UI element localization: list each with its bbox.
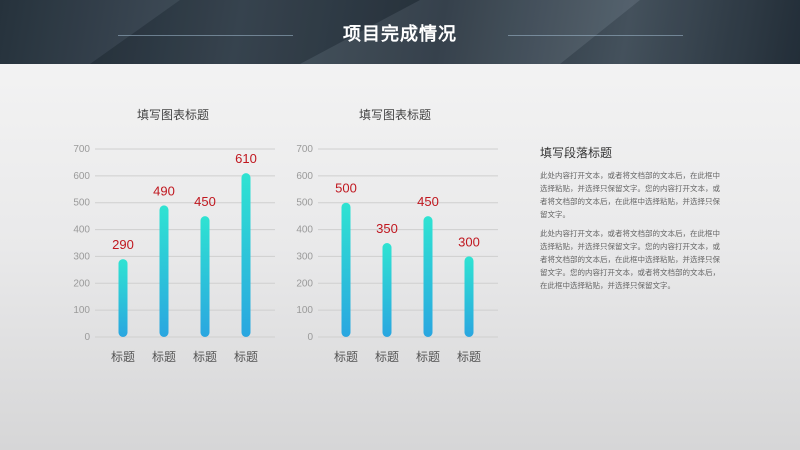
chart-2-bar: [382, 243, 392, 337]
header-banner: 项目完成情况: [0, 0, 800, 64]
chart-2-value-label: 500: [335, 181, 357, 196]
chart-2-y-tick-label: 0: [307, 332, 313, 343]
header-line-left: [118, 35, 293, 36]
chart-1-y-tick-label: 500: [73, 198, 90, 209]
chart-1-title: 填写图表标题: [136, 108, 209, 122]
chart-1-y-tick-label: 400: [73, 225, 90, 236]
chart-1-y-tick-label: 200: [73, 278, 90, 289]
chart-2-y-tick-label: 700: [296, 144, 313, 155]
chart-2-title: 填写图表标题: [358, 108, 431, 122]
chart-2-y-tick-label: 200: [296, 278, 313, 289]
chart-1-value-label: 610: [235, 151, 257, 166]
header-line-right: [508, 35, 683, 36]
bar-charts: 0 100 200 300 400 500 600 700 290 标题 490 标题 450 标题 610…: [73, 144, 498, 364]
chart-1-value-label: 290: [112, 237, 134, 252]
chart-2-y-tick-label: 100: [296, 305, 313, 316]
paragraph-block: 填写段落标题 此处内容打开文本，或者将文档部的文本后，在此框中选择粘贴，并选择只…: [540, 144, 720, 298]
chart-2-y-tick-label: 500: [296, 198, 313, 209]
chart-2-value-label: 350: [376, 221, 398, 236]
chart-2-y-tick-label: 400: [296, 225, 313, 236]
chart-1-bar: [159, 205, 169, 337]
chart-1-category-label: 标题: [193, 350, 217, 364]
chart-1-y-tick-label: 600: [73, 171, 90, 182]
chart-2-y-tick-label: 600: [296, 171, 313, 182]
chart-2-category-label: 标题: [334, 350, 358, 364]
header-background: [0, 0, 800, 64]
chart-2-bar: [341, 202, 351, 337]
chart-1-category-label: 标题: [234, 350, 258, 364]
chart-1-category-label: 标题: [111, 350, 135, 364]
paragraph-text-1: 此处内容打开文本，或者将文档部的文本后，在此框中选择粘贴，并选择只保留文字。您的…: [540, 171, 720, 219]
chart-2-value-label: 450: [417, 194, 439, 209]
chart-1-value-label: 490: [153, 183, 175, 198]
chart-2-bar: [423, 216, 433, 337]
chart-2-category-label: 标题: [416, 350, 440, 364]
chart-1-value-label: 450: [194, 194, 216, 209]
chart-1-y-tick-label: 0: [84, 332, 90, 343]
chart-2-y-tick-label: 300: [296, 251, 313, 262]
chart-2-category-label: 标题: [457, 350, 481, 364]
paragraph-title: 填写段落标题: [540, 146, 613, 160]
paragraph-text-2: 此处内容打开文本，或者将文档部的文本后，在此框中选择粘贴，并选择只保留文字。您的…: [540, 229, 720, 290]
chart-1-bar: [200, 216, 210, 337]
chart-1-y-tick-label: 300: [73, 251, 90, 262]
chart-2-category-label: 标题: [375, 350, 399, 364]
content-area: 填写图表标题 填写图表标题 0 100 200 300 400 500 600 700 290 标…: [0, 64, 800, 450]
chart-2-bar: [464, 256, 474, 337]
chart-1-category-label: 标题: [152, 350, 176, 364]
chart-1-bar: [241, 173, 251, 337]
chart-1-y-tick-label: 700: [73, 144, 90, 155]
chart-1-bar: [118, 259, 128, 337]
chart-1-y-tick-label: 100: [73, 305, 90, 316]
chart-2-value-label: 300: [458, 234, 480, 249]
page-title: 项目完成情况: [343, 24, 457, 45]
